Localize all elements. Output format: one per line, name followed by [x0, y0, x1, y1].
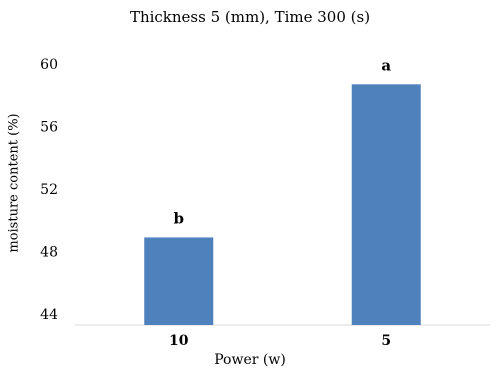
y-tick-label: 52 — [40, 182, 58, 198]
x-tick-label: 10 — [169, 333, 189, 349]
x-tick-label: 5 — [381, 333, 391, 349]
data-label: a — [381, 56, 391, 74]
chart-title: Thickness 5 (mm), Time 300 (s) — [129, 8, 371, 26]
data-label: b — [174, 209, 185, 227]
y-tick-label: 48 — [40, 245, 58, 261]
y-tick-label: 44 — [40, 307, 58, 323]
y-tick-label: 60 — [40, 57, 58, 73]
bar — [144, 237, 214, 325]
x-axis-label: Power (w) — [214, 352, 286, 368]
y-tick-label: 56 — [40, 120, 58, 136]
bar — [351, 84, 421, 325]
